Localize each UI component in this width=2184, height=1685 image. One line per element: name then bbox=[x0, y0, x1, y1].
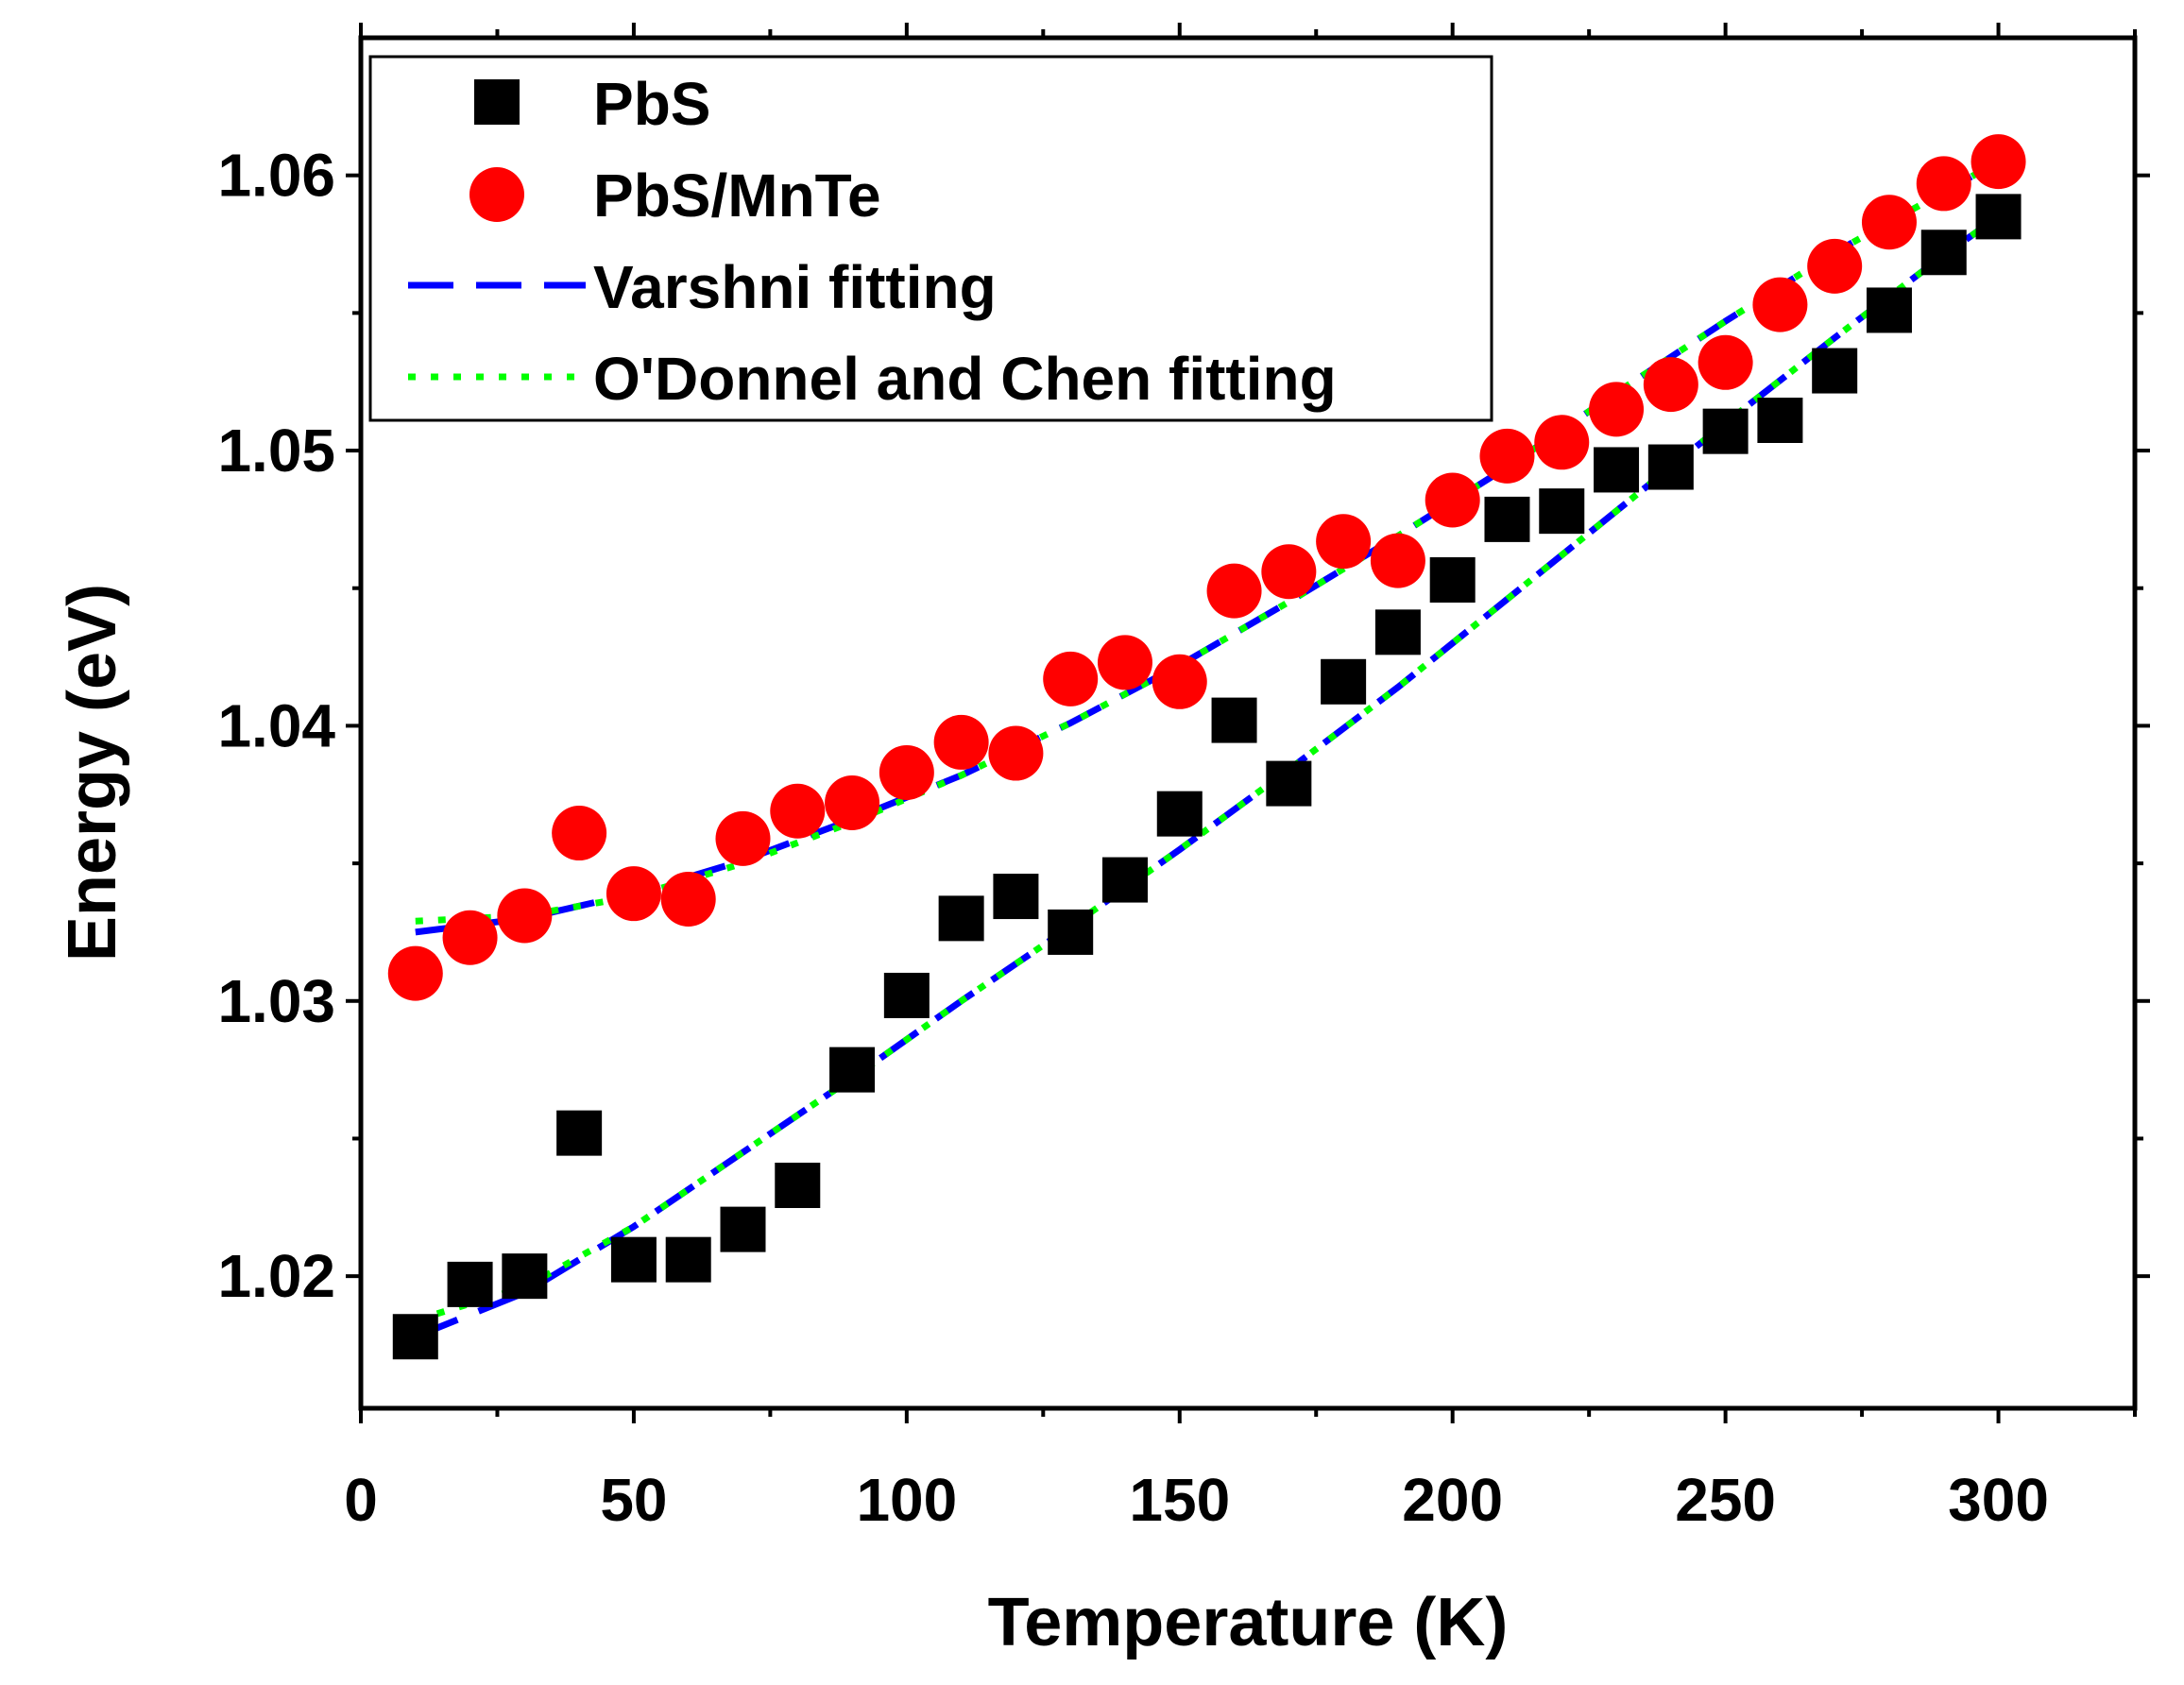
pbs-point bbox=[775, 1162, 821, 1208]
pbs-mnte-point bbox=[660, 871, 716, 927]
x-tick-label: 300 bbox=[1948, 1466, 2049, 1534]
pbs-mnte-point bbox=[1971, 134, 2026, 190]
legend-marker-pbs bbox=[474, 79, 520, 125]
pbs-mnte-point bbox=[988, 725, 1044, 781]
pbs-mnte-point bbox=[387, 945, 443, 1001]
y-tick-label: 1.03 bbox=[217, 967, 335, 1035]
pbs-mnte-point bbox=[825, 774, 880, 830]
pbs-point bbox=[993, 874, 1039, 920]
pbs-point bbox=[1594, 447, 1640, 493]
pbs-mnte-point bbox=[1370, 533, 1425, 588]
pbs-point bbox=[610, 1236, 657, 1283]
x-tick-label: 250 bbox=[1675, 1466, 1776, 1534]
pbs-point bbox=[829, 1047, 876, 1093]
pbs-mnte-point bbox=[1097, 635, 1152, 690]
legend-label-varshni: Varshni fitting bbox=[593, 253, 997, 321]
pbs-mnte-point bbox=[1425, 472, 1480, 528]
pbs-point bbox=[1866, 287, 1912, 333]
pbs-point bbox=[1920, 230, 1967, 276]
pbs-point bbox=[1321, 658, 1367, 705]
x-tick-label: 200 bbox=[1402, 1466, 1503, 1534]
legend-box bbox=[368, 55, 1493, 422]
pbs-mnte-point bbox=[715, 810, 771, 866]
pbs-point bbox=[1101, 857, 1148, 903]
x-axis-title: Temperature (K) bbox=[988, 1585, 1509, 1660]
y-tick-label: 1.05 bbox=[217, 417, 335, 485]
pbs-point bbox=[1647, 444, 1694, 490]
pbs-mnte-point bbox=[879, 744, 934, 800]
legend-label-odonnel-chen: O'Donnel and Chen fitting bbox=[593, 345, 1337, 413]
y-tick-label: 1.06 bbox=[217, 142, 335, 210]
y-tick-label: 1.04 bbox=[217, 691, 335, 759]
pbs-point bbox=[1812, 348, 1858, 394]
pbs-mnte-point bbox=[1807, 238, 1863, 294]
x-axis: 0 50 100 150 200 250 300 bbox=[344, 23, 2137, 1534]
pbs-mnte-point bbox=[552, 806, 607, 861]
pbs-point bbox=[392, 1314, 438, 1360]
x-tick-label: 50 bbox=[600, 1466, 667, 1534]
y-axis-title: Energy (eV) bbox=[55, 584, 130, 962]
pbs-mnte-point bbox=[1643, 357, 1698, 413]
pbs-mnte-point bbox=[1043, 651, 1099, 706]
pbs-mnte-point bbox=[1698, 334, 1753, 390]
pbs-point bbox=[502, 1253, 548, 1300]
pbs-point bbox=[1374, 609, 1421, 655]
pbs-point bbox=[1048, 909, 1094, 955]
pbs-mnte-point bbox=[1916, 156, 1971, 212]
pbs-point bbox=[1211, 697, 1257, 743]
pbs-point bbox=[1702, 408, 1749, 454]
pbs-mnte-point bbox=[770, 783, 826, 839]
pbs-mnte-point bbox=[1316, 514, 1372, 570]
legend-label-pbs-mnte: PbS/MnTe bbox=[593, 162, 881, 230]
x-tick-label: 100 bbox=[856, 1466, 957, 1534]
data-markers bbox=[387, 134, 2026, 1360]
pbs-point bbox=[1266, 760, 1312, 807]
pbs-mnte-point bbox=[1589, 382, 1645, 437]
pbs-point bbox=[665, 1236, 711, 1283]
pbs-mnte-point bbox=[1206, 563, 1262, 619]
pbs-point bbox=[938, 895, 984, 942]
legend-marker-pbs-mnte bbox=[469, 167, 524, 222]
pbs-point bbox=[447, 1261, 493, 1307]
pbs-mnte-point bbox=[933, 714, 989, 770]
pbs-point bbox=[1429, 556, 1476, 603]
x-tick-label: 0 bbox=[344, 1466, 378, 1534]
pbs-point bbox=[1539, 488, 1585, 535]
pbs-point bbox=[720, 1206, 766, 1252]
pbs-point bbox=[883, 972, 930, 1018]
pbs-point bbox=[1757, 397, 1803, 443]
x-tick-label: 150 bbox=[1129, 1466, 1230, 1534]
pbs-point bbox=[556, 1110, 603, 1156]
plot-frame bbox=[358, 35, 2138, 1411]
varshni-fit-line-1 bbox=[414, 213, 2001, 1340]
legend-label-pbs: PbS bbox=[593, 70, 710, 138]
pbs-mnte-point bbox=[1752, 277, 1808, 332]
pbs-point bbox=[1156, 791, 1203, 837]
pbs-mnte-point bbox=[1152, 654, 1207, 709]
pbs-mnte-point bbox=[1861, 195, 1917, 250]
y-tick-label: 1.02 bbox=[217, 1242, 335, 1310]
pbs-mnte-point bbox=[1534, 415, 1590, 470]
pbs-point bbox=[1975, 194, 2022, 240]
pbs-mnte-point bbox=[606, 866, 661, 922]
y-axis: 1.02 1.03 1.04 1.05 1.06 bbox=[217, 142, 2150, 1310]
pbs-mnte-point bbox=[497, 888, 553, 944]
legend: PbS PbS/MnTe Varshni fitting O'Donnel an… bbox=[368, 55, 1493, 422]
pbs-mnte-point bbox=[1261, 544, 1317, 600]
pbs-mnte-point bbox=[1479, 428, 1535, 484]
pbs-point bbox=[1484, 496, 1530, 542]
pbs-mnte-point bbox=[442, 910, 498, 965]
